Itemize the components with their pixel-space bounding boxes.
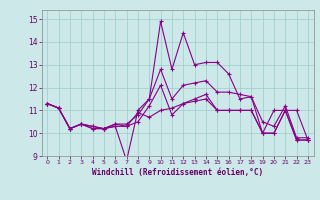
X-axis label: Windchill (Refroidissement éolien,°C): Windchill (Refroidissement éolien,°C): [92, 168, 263, 177]
